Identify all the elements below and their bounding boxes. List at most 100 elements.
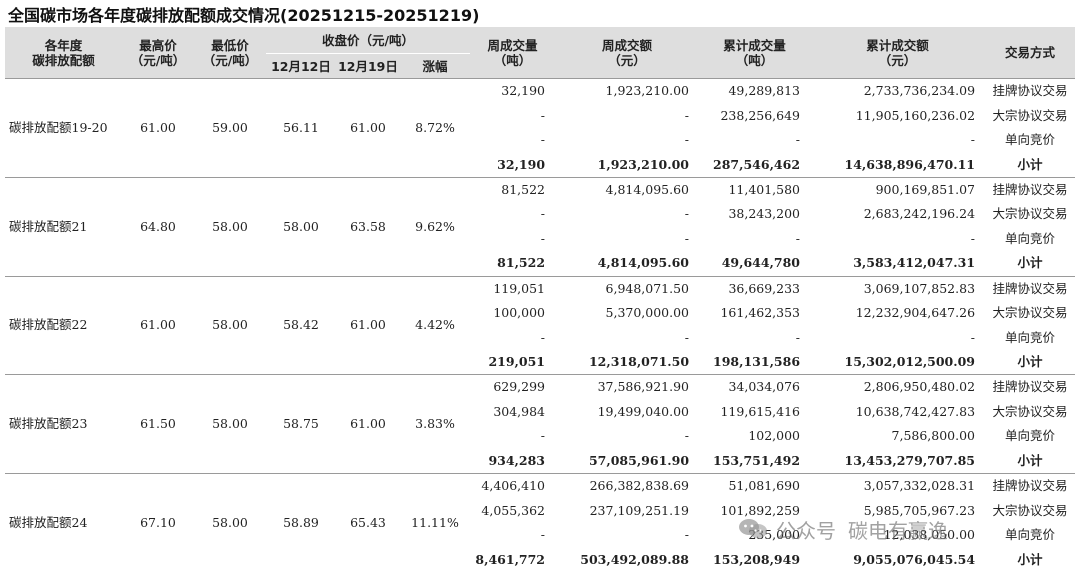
- weekly-amount: 6,948,071.50: [605, 280, 690, 296]
- cum-amount: 900,169,851.07: [875, 181, 976, 197]
- trade-mode: 大宗协议交易: [992, 206, 1068, 222]
- allowance-name: 碳排放配额19-20: [9, 119, 108, 135]
- table-row: - - - - 单向竞价: [5, 128, 1075, 152]
- cum-volume: -: [795, 230, 801, 246]
- cum-amount: 2,683,242,196.24: [863, 206, 976, 222]
- change-pct: 3.83%: [415, 416, 455, 432]
- cum-amount: 7,586,800.00: [891, 428, 976, 444]
- change-pct: 4.42%: [415, 317, 455, 333]
- high-price: 61.00: [140, 119, 176, 135]
- cum-amount: 13,453,279,707.85: [844, 452, 976, 468]
- trade-mode: 大宗协议交易: [992, 305, 1068, 321]
- cum-volume: 34,034,076: [728, 379, 801, 395]
- trade-mode: 挂牌协议交易: [992, 379, 1068, 395]
- weekly-volume: -: [540, 132, 546, 148]
- weekly-volume: 119,051: [493, 280, 546, 296]
- trade-mode: 单向竞价: [1005, 230, 1056, 246]
- cum-volume: 11,401,580: [728, 181, 801, 197]
- cum-amount: 3,057,332,028.31: [863, 478, 976, 494]
- weekly-volume: -: [540, 206, 546, 222]
- allowance-group: 碳排放配额19-20 61.00 59.00 56.11 61.00 8.72% 32,19…: [5, 79, 1076, 178]
- high-price: 64.80: [140, 218, 176, 234]
- cum-volume: 161,462,353: [720, 305, 801, 321]
- weekly-amount: 5,370,000.00: [605, 305, 690, 321]
- cum-amount: 15,302,012,500.09: [844, 354, 976, 370]
- trade-mode: 单向竞价: [1005, 329, 1056, 345]
- weekly-amount: -: [684, 527, 690, 543]
- weekly-amount: 266,382,838.69: [589, 478, 690, 494]
- cum-volume: 238,256,649: [720, 107, 801, 123]
- table-row: - - - - 单向竞价: [5, 227, 1075, 251]
- weekly-volume: 32,190: [501, 83, 546, 99]
- cum-amount: 14,638,896,470.11: [844, 156, 976, 172]
- cum-amount: 2,733,736,234.09: [863, 83, 976, 99]
- change-pct: 9.62%: [415, 218, 455, 234]
- weekly-volume: 304,984: [493, 403, 546, 419]
- allowance-group: 碳排放配额21 64.80 58.00 58.00 63.58 9.62% 81,522 4,…: [5, 177, 1076, 276]
- close-cur: 61.00: [350, 119, 386, 135]
- trade-mode: 小计: [1017, 354, 1043, 370]
- weekly-volume: -: [540, 230, 546, 246]
- cum-volume: 51,081,690: [728, 478, 801, 494]
- cum-volume: 49,644,780: [721, 255, 801, 271]
- low-price: 58.00: [212, 218, 248, 234]
- header-change: 涨幅: [400, 53, 471, 79]
- weekly-volume: -: [540, 527, 546, 543]
- cum-amount: 10,638,742,427.83: [855, 403, 976, 419]
- trade-mode: 单向竞价: [1005, 132, 1056, 148]
- weekly-volume: 32,190: [497, 156, 546, 172]
- table-row: 304,984 19,499,040.00 119,615,416 10,638,74…: [5, 400, 1075, 424]
- close-prev: 56.11: [283, 119, 319, 135]
- table-row: 碳排放配额24 67.10 58.00 58.89 65.43 11.11% 4,406,4…: [5, 474, 1075, 530]
- weekly-volume: 100,000: [493, 305, 546, 321]
- header-low-price: 最低价 （元/吨）: [194, 27, 266, 79]
- cum-amount: -: [970, 329, 976, 345]
- trade-mode: 小计: [1017, 156, 1043, 172]
- cum-amount: 5,985,705,967.23: [863, 502, 976, 518]
- close-cur: 63.58: [350, 218, 386, 234]
- close-prev: 58.00: [283, 218, 319, 234]
- trade-mode: 挂牌协议交易: [992, 478, 1068, 494]
- weekly-amount: -: [684, 230, 690, 246]
- subtotal-row: 8,461,772 503,492,089.88 153,208,949 9,055,…: [5, 547, 1075, 571]
- weekly-amount: 4,814,095.60: [597, 255, 690, 271]
- weekly-volume: 219,051: [488, 354, 546, 370]
- table-row: - - 102,000 7,586,800.00 单向竞价: [5, 424, 1075, 448]
- cum-volume: 49,289,813: [728, 83, 801, 99]
- high-price: 61.00: [140, 317, 176, 333]
- table-row: 碳排放配额22 61.00 58.00 58.42 61.00 4.42% 119,051 6…: [5, 276, 1075, 333]
- weekly-amount: 57,085,961.90: [588, 452, 690, 468]
- weekly-amount: 237,109,251.19: [589, 502, 690, 518]
- weekly-amount: 37,586,921.90: [597, 379, 690, 395]
- cum-volume: -: [795, 329, 801, 345]
- trade-mode: 小计: [1017, 255, 1043, 271]
- cum-volume: 287,546,462: [713, 156, 801, 172]
- weekly-amount: 1,923,210.00: [605, 83, 690, 99]
- weekly-volume: 81,522: [501, 181, 546, 197]
- cum-amount: 3,069,107,852.83: [863, 280, 976, 296]
- allowance-name: 碳排放配额23: [9, 416, 88, 432]
- cum-volume: 102,000: [748, 428, 801, 444]
- allowance-name: 碳排放配额21: [9, 218, 88, 234]
- weekly-volume: 934,283: [488, 452, 546, 468]
- weekly-volume: 4,406,410: [481, 478, 546, 494]
- close-cur: 61.00: [350, 416, 386, 432]
- allowance-name: 碳排放配额24: [9, 514, 88, 530]
- cum-amount: 3,583,412,047.31: [853, 255, 976, 271]
- allowance-name: 碳排放配额22: [9, 317, 88, 333]
- weekly-amount: -: [684, 132, 690, 148]
- cum-volume: 153,208,949: [713, 551, 801, 567]
- trade-mode: 挂牌协议交易: [992, 83, 1068, 99]
- table-row: - - 235,000 12,038,050.00 单向竞价: [5, 523, 1075, 547]
- cum-volume: 235,000: [748, 527, 801, 543]
- cum-amount: 12,038,050.00: [883, 527, 976, 543]
- table-row: 碳排放配额23 61.50 58.00 58.75 61.00 3.83% 629,299 3…: [5, 375, 1075, 431]
- cum-volume: -: [795, 132, 801, 148]
- cum-amount: -: [970, 230, 976, 246]
- weekly-amount: 4,814,095.60: [605, 181, 690, 197]
- table-row: - - - - 单向竞价: [5, 325, 1075, 349]
- close-prev: 58.75: [283, 416, 319, 432]
- table-row: 碳排放配额19-20 61.00 59.00 56.11 61.00 8.72% 32,19…: [5, 79, 1075, 135]
- trade-mode: 小计: [1017, 452, 1043, 468]
- cum-amount: -: [970, 132, 976, 148]
